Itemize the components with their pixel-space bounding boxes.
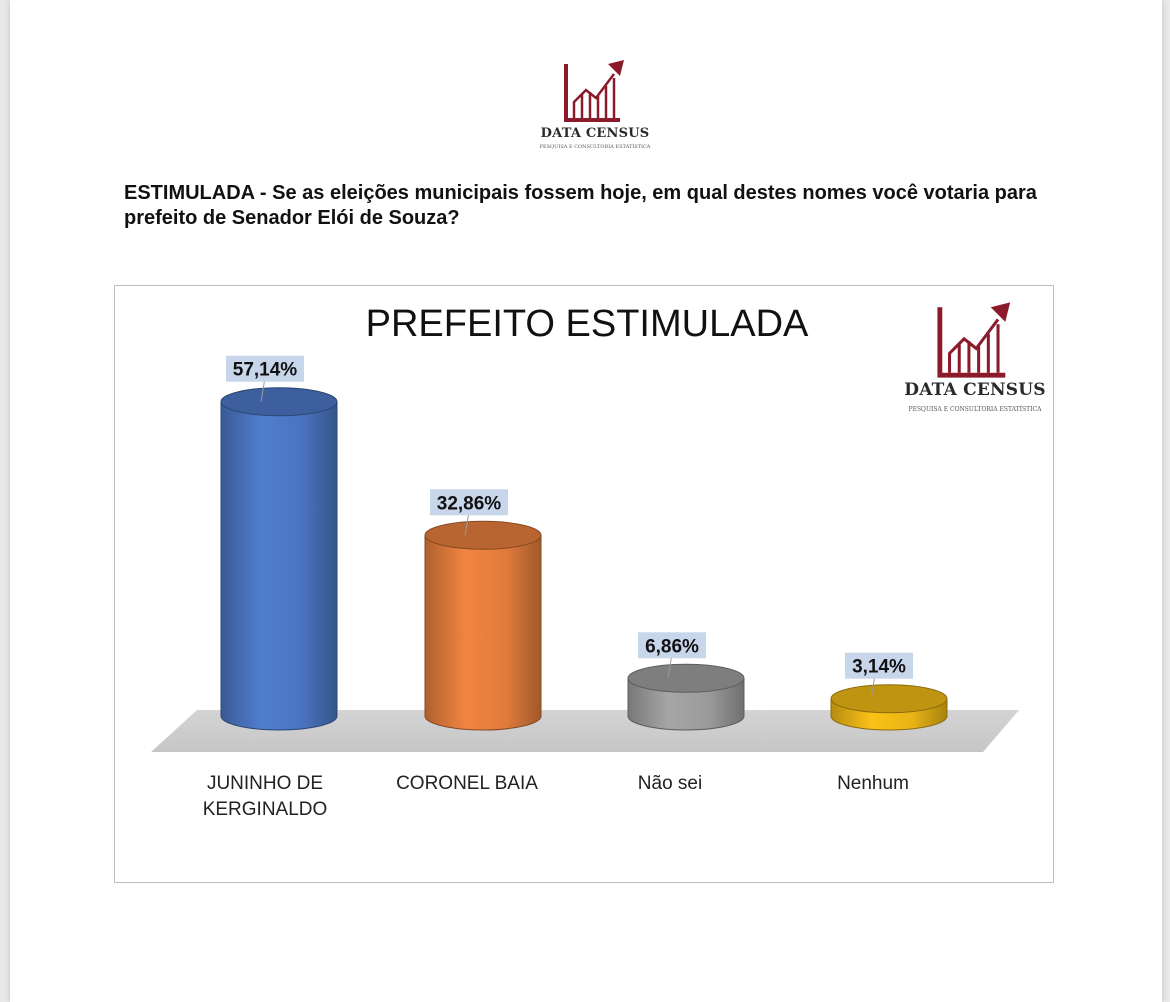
leader-line [260, 377, 266, 402]
bar-top [424, 520, 542, 550]
chart-brand-name: DATA CENSUS [904, 380, 1046, 400]
chart-growth-icon [937, 302, 1011, 378]
chart-frame: PREFEITO ESTIMULADA 57,14% 32,86% 6,86% 3,1… [114, 285, 1054, 883]
brand-name: DATA CENSUS [540, 126, 650, 141]
value-label: 3,14% [852, 657, 906, 678]
chart-title: PREFEITO ESTIMULADA [366, 303, 809, 345]
survey-question: ESTIMULADA - Se as eleições municipais f… [124, 182, 1037, 229]
chart-growth-icon [564, 60, 624, 122]
category-label: CORONEL BAIA [396, 773, 538, 794]
bar-body [220, 401, 338, 731]
value-label-bg [845, 652, 913, 679]
value-label-bg [638, 632, 706, 659]
bar-0 [220, 377, 338, 731]
value-label: 32,86% [437, 493, 502, 514]
bar-3 [830, 674, 948, 731]
bar-top [220, 387, 338, 417]
category-label: Não sei [638, 773, 702, 794]
category-label: Nenhum [837, 773, 909, 794]
leader-line [464, 511, 470, 536]
value-label-bg [430, 489, 508, 516]
category-label: KERGINALDO [203, 799, 328, 820]
brand-logo: DATA CENSUS PESQUISA E CONSULTORIA ESTAT… [520, 58, 670, 168]
bar-top [627, 663, 745, 693]
bar-chart: PREFEITO ESTIMULADA 57,14% 32,86% 6,86% 3,1… [151, 303, 1019, 820]
brand-tagline: PESQUISA E CONSULTORIA ESTATÍSTICA [539, 144, 651, 150]
bar-body [627, 677, 745, 731]
value-label: 57,14% [233, 360, 298, 381]
value-label: 6,86% [645, 636, 699, 657]
bar-1 [424, 511, 542, 731]
chart-floor [151, 710, 1019, 752]
chart-brand-tagline: PESQUISA E CONSULTORIA ESTATÍSTICA [908, 406, 1042, 413]
bar-2 [627, 654, 745, 731]
leader-line [667, 654, 673, 679]
bar-body [424, 534, 542, 731]
bar-top [830, 684, 948, 714]
category-label: JUNINHO DE [207, 773, 323, 794]
chart-brand-logo: DATA CENSUS PESQUISA E CONSULTORIA ESTAT… [900, 300, 1050, 413]
value-label-bg [226, 355, 304, 382]
